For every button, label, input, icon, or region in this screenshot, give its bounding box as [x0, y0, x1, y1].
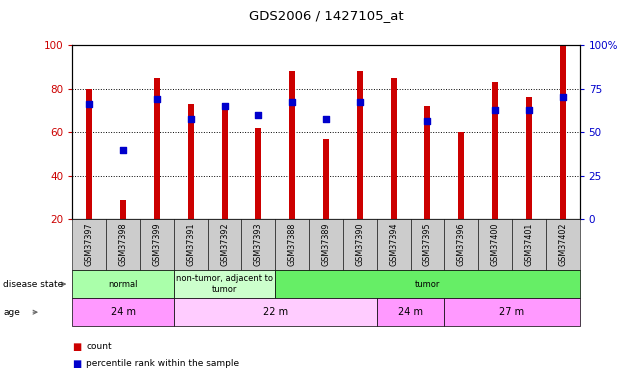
- Bar: [323, 139, 329, 219]
- Text: disease state: disease state: [3, 280, 64, 289]
- Point: [84, 101, 94, 107]
- Bar: [559, 45, 566, 219]
- Bar: [391, 78, 397, 219]
- Text: 24 m: 24 m: [398, 307, 423, 317]
- Text: GSM37398: GSM37398: [118, 223, 128, 266]
- Point: [220, 103, 230, 109]
- Text: ■: ■: [72, 359, 82, 369]
- Text: GDS2006 / 1427105_at: GDS2006 / 1427105_at: [249, 9, 403, 22]
- Text: GSM37390: GSM37390: [355, 223, 364, 266]
- Bar: [526, 98, 532, 219]
- Bar: [357, 71, 363, 219]
- Point: [558, 94, 568, 100]
- Text: 24 m: 24 m: [111, 307, 135, 317]
- Point: [186, 116, 196, 122]
- Text: GSM37397: GSM37397: [85, 223, 94, 267]
- Bar: [120, 200, 126, 219]
- Text: 22 m: 22 m: [263, 307, 288, 317]
- Text: GSM37392: GSM37392: [220, 223, 229, 267]
- Point: [524, 107, 534, 113]
- Bar: [154, 78, 160, 219]
- Point: [118, 147, 129, 153]
- Text: GSM37400: GSM37400: [491, 223, 500, 266]
- Text: tumor: tumor: [415, 280, 440, 289]
- Bar: [188, 104, 194, 219]
- Text: GSM37394: GSM37394: [389, 223, 398, 266]
- Text: ■: ■: [72, 342, 82, 352]
- Text: GSM37393: GSM37393: [254, 223, 263, 266]
- Text: GSM37388: GSM37388: [288, 223, 297, 266]
- Text: count: count: [86, 342, 112, 351]
- Bar: [425, 106, 430, 219]
- Point: [355, 99, 365, 105]
- Point: [152, 96, 162, 102]
- Point: [287, 99, 297, 105]
- Text: normal: normal: [108, 280, 138, 289]
- Text: GSM37395: GSM37395: [423, 223, 432, 267]
- Text: GSM37396: GSM37396: [457, 223, 466, 266]
- Bar: [289, 71, 295, 219]
- Point: [253, 112, 263, 118]
- Bar: [458, 132, 464, 219]
- Text: non-tumor, adjacent to
tumor: non-tumor, adjacent to tumor: [176, 274, 273, 294]
- Bar: [222, 106, 227, 219]
- Text: GSM37399: GSM37399: [152, 223, 161, 267]
- Bar: [255, 128, 261, 219]
- Point: [490, 107, 500, 113]
- Point: [423, 118, 433, 124]
- Text: GSM37391: GSM37391: [186, 223, 195, 266]
- Text: percentile rank within the sample: percentile rank within the sample: [86, 359, 239, 368]
- Text: GSM37389: GSM37389: [321, 223, 331, 266]
- Bar: [492, 82, 498, 219]
- Text: GSM37402: GSM37402: [558, 223, 567, 266]
- Text: GSM37401: GSM37401: [524, 223, 534, 266]
- Text: age: age: [3, 308, 20, 316]
- Text: 27 m: 27 m: [500, 307, 525, 317]
- Point: [321, 116, 331, 122]
- Bar: [86, 88, 93, 219]
